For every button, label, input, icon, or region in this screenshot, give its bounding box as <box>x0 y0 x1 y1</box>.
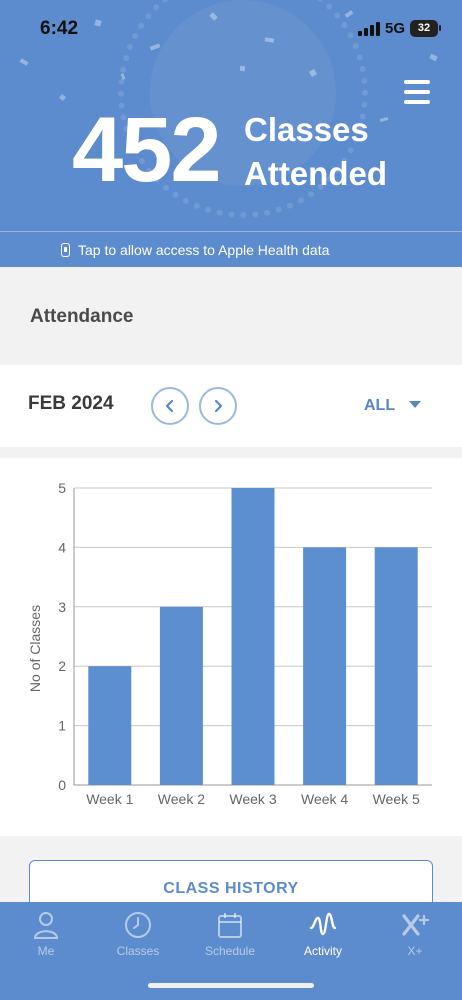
bar-week-1 <box>88 666 132 785</box>
current-month: FEB 2024 <box>28 393 114 414</box>
chevron-right-icon <box>214 399 223 413</box>
apple-health-banner[interactable]: Tap to allow access to Apple Health data <box>0 231 462 267</box>
tab-label-me: Me <box>37 944 55 958</box>
tab-x-plus[interactable]: X+ <box>369 902 461 972</box>
tab-label-schedule: Schedule <box>204 944 256 958</box>
watch-icon <box>61 243 70 257</box>
badge-background-ring <box>118 0 368 218</box>
bar-week-3 <box>231 488 275 785</box>
month-selector: FEB 2024 ALL <box>0 365 462 447</box>
filter-dropdown[interactable]: ALL <box>364 397 422 415</box>
bar-week-4 <box>303 547 347 785</box>
tab-label-activity: Activity <box>303 944 342 958</box>
x-tick-label: Week 3 <box>229 791 276 807</box>
hero-header: 6:42 5G 32 452 Classes Attended <box>0 0 462 231</box>
filter-value: ALL <box>364 397 396 414</box>
label-line-1: Classes <box>244 111 369 148</box>
attendance-chart-card: 0 1 2 3 4 5 Week 1 Week 2 Week 3 Week 4 Week 5 No o… <box>0 458 462 836</box>
apple-health-text: Tap to allow access to Apple Health data <box>78 242 330 258</box>
section-title-attendance: Attendance <box>30 306 134 327</box>
hamburger-menu-icon[interactable] <box>404 80 430 104</box>
classes-attended-count: 452 <box>72 99 221 201</box>
network-type: 5G <box>385 20 406 37</box>
y-tick-label: 0 <box>58 777 66 793</box>
y-tick-label: 4 <box>58 539 66 555</box>
y-tick-label: 1 <box>58 718 66 734</box>
y-tick-label: 5 <box>58 480 66 496</box>
tab-schedule[interactable]: Schedule <box>184 902 276 972</box>
caret-down-icon <box>409 401 422 408</box>
home-indicator <box>148 983 314 988</box>
status-bar: 6:42 5G 32 <box>0 0 462 56</box>
x-plus-icon <box>402 914 430 936</box>
bar-week-2 <box>159 606 203 785</box>
tab-classes[interactable]: Classes <box>92 902 184 972</box>
previous-month-button[interactable] <box>151 387 189 425</box>
tab-label-x-plus: X+ <box>407 944 423 958</box>
activity-wave-icon <box>309 912 337 936</box>
x-tick-label: Week 4 <box>301 791 348 807</box>
tab-label-classes: Classes <box>116 944 160 958</box>
attendance-bar-chart: 0 1 2 3 4 5 Week 1 Week 2 Week 3 Week 4 Week 5 No o… <box>27 480 432 807</box>
x-tick-label: Week 1 <box>86 791 133 807</box>
person-icon <box>33 912 59 939</box>
y-tick-label: 2 <box>58 658 66 674</box>
classes-attended-label: Classes Attended <box>244 108 387 196</box>
tab-activity[interactable]: Activity <box>277 902 369 972</box>
x-tick-label: Week 2 <box>158 791 205 807</box>
status-time: 6:42 <box>40 18 79 39</box>
y-axis-title: No of Classes <box>27 605 43 692</box>
chevron-left-icon <box>165 399 174 413</box>
clock-icon <box>125 912 151 938</box>
next-month-button[interactable] <box>199 387 237 425</box>
tab-me[interactable]: Me <box>0 902 92 972</box>
y-tick-label: 3 <box>58 599 66 615</box>
battery-icon: 32 <box>410 20 438 37</box>
bar-week-5 <box>374 547 418 785</box>
x-tick-label: Week 5 <box>373 791 420 807</box>
battery-tip <box>439 25 441 31</box>
label-line-2: Attended <box>244 155 387 192</box>
calendar-icon <box>218 913 242 938</box>
cellular-signal-icon <box>358 22 380 36</box>
